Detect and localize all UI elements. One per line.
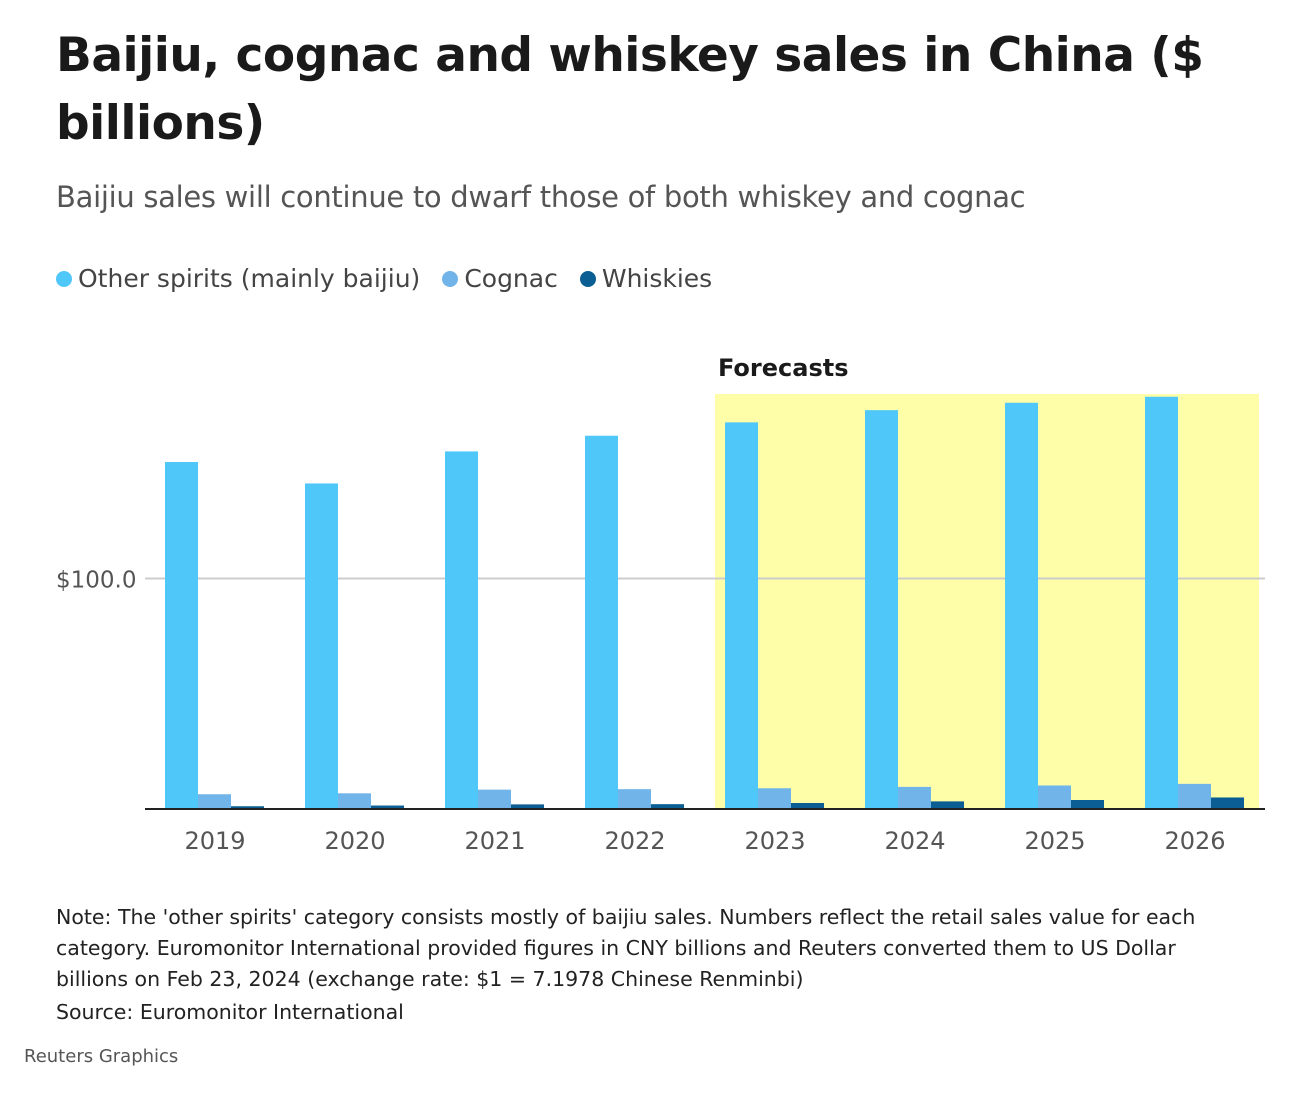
legend-swatch-cognac [442, 270, 459, 287]
bar-whiskies-2022 [651, 804, 684, 809]
x-tick-label: 2025 [1024, 827, 1085, 855]
x-tick-label: 2021 [464, 827, 525, 855]
bar-whiskies-2025 [1071, 800, 1104, 809]
x-tick-label: 2026 [1164, 827, 1225, 855]
legend-label-other-spirits: Other spirits (mainly baijiu) [78, 264, 421, 293]
x-tick-label: 2024 [884, 827, 945, 855]
chart-subtitle: Baijiu sales will continue to dwarf thos… [56, 180, 1026, 214]
x-tick-label: 2022 [604, 827, 665, 855]
bar-whiskies-2024 [931, 801, 964, 809]
legend-label-cognac: Cognac [464, 264, 558, 293]
bar-chart: Forecasts $100.0 2019 2020 2021 2022 2023 2024 2… [56, 354, 1265, 855]
source-note: Source: Euromonitor International [56, 1000, 404, 1024]
x-tick-label: 2020 [324, 827, 385, 855]
y-tick-label: $100.0 [56, 567, 136, 593]
credit-line: Reuters Graphics [24, 1046, 179, 1067]
legend-label-whiskies: Whiskies [601, 264, 713, 293]
chart-legend: Other spirits (mainly baijiu) Cognac Whi… [56, 264, 734, 293]
bar-cognac-2021 [478, 789, 511, 809]
bar-whiskies-2023 [791, 803, 824, 809]
bar-other-spirits-2026 [1145, 396, 1178, 809]
bar-whiskies-2020 [371, 805, 404, 809]
bar-cognac-2024 [898, 786, 931, 809]
bar-whiskies-2019 [231, 806, 264, 809]
bar-other-spirits-2024 [865, 410, 898, 809]
bar-other-spirits-2022 [585, 435, 618, 809]
legend-item-whiskies: Whiskies [579, 264, 713, 293]
bar-other-spirits-2021 [445, 451, 478, 809]
legend-swatch-whiskies [579, 270, 596, 287]
bar-cognac-2019 [198, 794, 231, 809]
bar-cognac-2023 [758, 788, 791, 809]
bar-other-spirits-2023 [725, 422, 758, 809]
bar-other-spirits-2025 [1005, 402, 1038, 809]
bar-whiskies-2026 [1211, 797, 1244, 809]
chart-title: Baijiu, cognac and whiskey sales in Chin… [56, 28, 1204, 151]
bar-other-spirits-2020 [305, 483, 338, 809]
x-tick-label: 2023 [744, 827, 805, 855]
bar-cognac-2025 [1038, 785, 1071, 809]
x-tick-label: 2019 [184, 827, 245, 855]
bar-cognac-2020 [338, 793, 371, 809]
footnote: Note: The 'other spirits' category consi… [56, 905, 1196, 991]
legend-swatch-other-spirits [56, 270, 72, 287]
bar-cognac-2026 [1178, 783, 1211, 809]
bar-other-spirits-2019 [165, 462, 198, 809]
bar-whiskies-2021 [511, 804, 544, 809]
legend-item-other-spirits: Other spirits (mainly baijiu) [56, 264, 420, 293]
legend-item-cognac: Cognac [442, 264, 558, 293]
forecast-label: Forecasts [718, 354, 849, 382]
bar-cognac-2022 [618, 789, 651, 809]
